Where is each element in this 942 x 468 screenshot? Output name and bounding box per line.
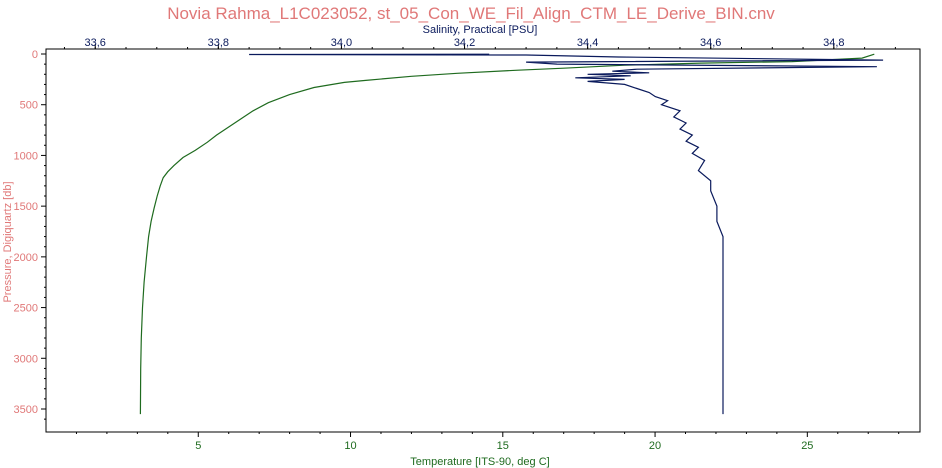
salinity-profile-line (249, 53, 884, 415)
bottom-tick-label: 15 (497, 440, 509, 452)
y-tick-label: 500 (20, 100, 38, 112)
pressure-axis-label: Pressure, Digiquartz [db] (2, 181, 14, 302)
y-tick-label: 0 (32, 49, 38, 61)
top-tick-label: 33,8 (208, 37, 229, 49)
y-tick-label: 3000 (14, 353, 38, 365)
top-tick-label: 33,6 (85, 37, 106, 49)
ticks-layer: 0 500 1000 1500 2000 2500 3000 3500 5 10 15 20 25 33,… (14, 37, 900, 452)
top-tick-label: 34,2 (454, 37, 475, 49)
y-tick-label: 3500 (14, 404, 38, 416)
temperature-profile-line (139, 53, 875, 415)
bottom-tick-label: 20 (649, 440, 661, 452)
top-tick-label: 34,4 (577, 37, 598, 49)
bottom-tick-label: 10 (344, 440, 356, 452)
series-layer (139, 53, 884, 415)
top-tick-label: 34,0 (331, 37, 352, 49)
salinity-axis-label: Salinity, Practical [PSU] (423, 24, 538, 36)
bottom-tick-label: 5 (195, 440, 201, 452)
temperature-axis-label: Temperature [ITS-90, deg C] (410, 456, 549, 468)
y-tick-label: 1000 (14, 150, 38, 162)
plot-frame (45, 48, 921, 433)
top-tick-label: 34,6 (700, 37, 721, 49)
y-tick-label: 2500 (14, 303, 38, 315)
top-tick-label: 34,8 (823, 37, 844, 49)
y-tick-label: 1500 (14, 201, 38, 213)
y-tick-label: 2000 (14, 252, 38, 264)
bottom-tick-label: 25 (801, 440, 813, 452)
chart-title: Novia Rahma_L1C023052, st_05_Con_WE_Fil_… (167, 4, 775, 23)
